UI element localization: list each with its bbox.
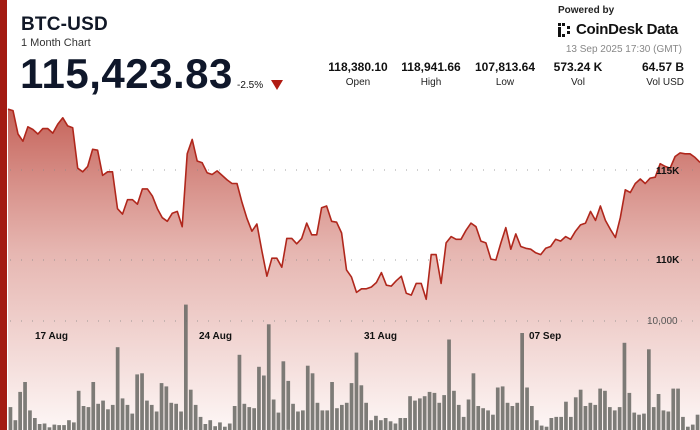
price-change-percent: -2.5% [237, 80, 264, 91]
stat-label: Open [345, 77, 371, 88]
y-axis-label-110k: 110K [656, 255, 680, 266]
stat-vol: 573.24 K Vol [542, 60, 614, 88]
stat-low: 107,813.64 Low [468, 60, 542, 88]
stat-label: Vol [571, 77, 585, 88]
brand-logo[interactable]: CoinDesk Data [558, 21, 678, 38]
x-axis-label-31-aug: 31 Aug [364, 331, 397, 342]
x-axis-label-07-sep: 07 Sep [529, 331, 562, 342]
stat-value: 573.24 K [553, 60, 603, 74]
price-line [7, 108, 700, 301]
current-price: 115,423.83 [20, 50, 233, 97]
price-area [8, 109, 700, 430]
stat-label: Low [495, 77, 515, 88]
timestamp: 13 Sep 2025 17:30 (GMT) [565, 44, 682, 55]
volume-axis-label: 10,000 [647, 316, 678, 327]
stat-open: 118,380.10 Open [322, 60, 394, 88]
stat-vol-usd: 64.57 B Vol USD [614, 60, 684, 88]
coindesk-logo-icon [558, 22, 572, 37]
y-axis-label-115k: 115K [656, 166, 680, 177]
stat-label: Vol USD [646, 77, 684, 88]
stat-value: 107,813.64 [474, 60, 536, 74]
down-arrow-icon [271, 80, 283, 90]
chart-period: 1 Month Chart [21, 37, 91, 49]
stats-row: 118,380.10 Open 118,941.66 High 107,813.… [322, 60, 684, 88]
brand-name: CoinDesk Data [576, 21, 678, 38]
stat-value: 118,380.10 [328, 60, 388, 74]
ticker-symbol: BTC-USD [21, 14, 108, 35]
powered-by-label: Powered by [558, 5, 615, 16]
accent-bar [0, 0, 7, 430]
stat-label: High [420, 77, 442, 88]
volume-bars [8, 304, 700, 430]
stat-value: 64.57 B [641, 60, 684, 74]
stat-high: 118,941.66 High [394, 60, 468, 88]
x-axis-label-24-aug: 24 Aug [199, 331, 232, 342]
stat-value: 118,941.66 [401, 60, 461, 74]
x-axis-label-17-aug: 17 Aug [35, 331, 68, 342]
